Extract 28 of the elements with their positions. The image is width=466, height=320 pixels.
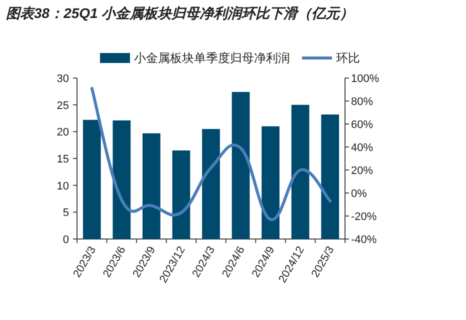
bar bbox=[142, 133, 160, 239]
y-tick-label: 5 bbox=[62, 207, 69, 220]
y2-tick-label: -40% bbox=[351, 234, 377, 246]
legend-label: 小金属板块单季度归母净利润 bbox=[134, 51, 290, 65]
y-tick-label: 20 bbox=[56, 126, 69, 139]
bar bbox=[291, 104, 310, 239]
y-tick-label: 30 bbox=[56, 73, 69, 85]
bar bbox=[82, 120, 101, 239]
y-tick-label: 0 bbox=[62, 234, 69, 246]
y-tick-label: 15 bbox=[56, 154, 69, 166]
bar bbox=[262, 126, 280, 239]
line-series bbox=[90, 86, 332, 221]
y2-tick-label: 100% bbox=[351, 73, 380, 85]
bar bbox=[232, 92, 250, 239]
chart-title: 图表38：25Q1 小金属板块归母净利润环比下滑（亿元） bbox=[6, 5, 354, 21]
y-tick-label: 25 bbox=[56, 100, 69, 112]
y2-tick-label: -20% bbox=[351, 211, 377, 223]
bar bbox=[321, 114, 340, 239]
bar bbox=[202, 128, 220, 239]
y-tick-label: 10 bbox=[56, 180, 69, 192]
y2-tick-label: 60% bbox=[351, 119, 374, 131]
y2-tick-label: 80% bbox=[351, 96, 374, 108]
legend-label: 环比 bbox=[336, 51, 360, 65]
bar bbox=[112, 120, 131, 239]
y2-tick-label: 40% bbox=[351, 142, 374, 154]
y2-tick-label: 0% bbox=[351, 188, 368, 200]
bar bbox=[172, 150, 190, 239]
y2-tick-label: 20% bbox=[351, 165, 374, 177]
